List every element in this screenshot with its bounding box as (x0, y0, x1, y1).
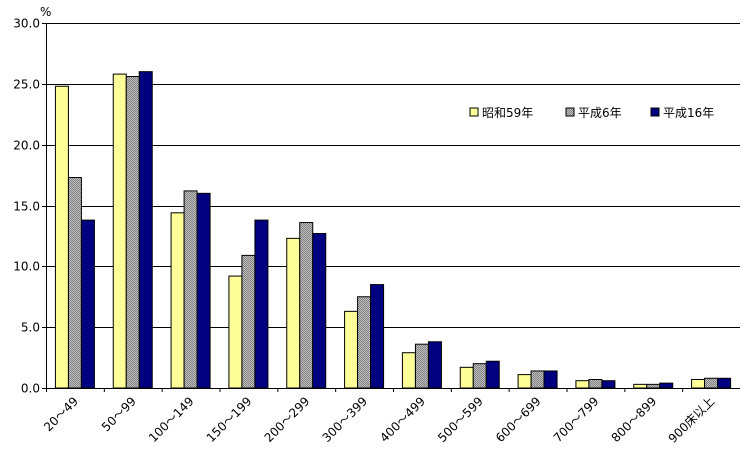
x-tick-label: 50～99 (99, 394, 139, 434)
y-tick-label: 30.0 (13, 17, 40, 31)
y-tick-label: 10.0 (13, 260, 40, 274)
bar-平成16年-300～399 (370, 284, 385, 389)
bar-昭和59年-20～49 (54, 85, 69, 389)
y-tick-label: 15.0 (13, 200, 40, 214)
x-tick-label: 600～699 (493, 394, 544, 445)
bar-昭和59年-300～399 (344, 310, 359, 389)
x-tick-label: 500～599 (435, 394, 486, 445)
y-tick-label: 25.0 (13, 78, 40, 92)
y-tick-label: 20.0 (13, 139, 40, 153)
x-tick-label: 400～499 (377, 394, 428, 445)
bar-平成6年-20～49 (67, 177, 82, 389)
bar-平成16年-20～49 (80, 219, 95, 389)
bar-平成6年-200～299 (299, 222, 314, 389)
bar-平成6年-50～99 (125, 76, 140, 389)
bar-平成6年-500～599 (472, 363, 487, 389)
bar-昭和59年-900床以上 (691, 378, 706, 389)
x-tick-label: 300～399 (319, 394, 370, 445)
bar-平成6年-700～799 (588, 378, 603, 389)
bar-平成16年-500～599 (485, 360, 500, 389)
bar-平成16年-700～799 (601, 380, 616, 389)
legend-label: 平成6年 (578, 106, 622, 120)
bar-昭和59年-150～199 (228, 275, 243, 389)
bar-平成16年-600～699 (543, 370, 558, 389)
bar-昭和59年-800～899 (633, 383, 648, 389)
bar-平成16年-50～99 (138, 71, 153, 389)
x-tick-label: 20～49 (41, 394, 81, 434)
bar-昭和59年-100～149 (170, 212, 185, 389)
bar-平成6年-150～199 (241, 254, 256, 389)
bar-平成6年-600～699 (530, 370, 545, 389)
x-tick-label: 200～299 (262, 394, 313, 445)
y-tick-label: 0.0 (21, 382, 40, 396)
bar-平成6年-800～899 (646, 383, 661, 389)
bar-平成6年-900床以上 (704, 377, 719, 389)
bar-昭和59年-200～299 (286, 237, 301, 389)
bar-平成6年-300～399 (357, 296, 372, 389)
bar-昭和59年-600～699 (517, 374, 532, 389)
bar-平成16年-400～499 (427, 341, 442, 389)
x-tick-label: 700～799 (551, 394, 602, 445)
bar-平成16年-200～299 (312, 232, 327, 389)
bar-平成16年-800～899 (659, 382, 674, 389)
bar-昭和59年-700～799 (575, 380, 590, 389)
legend-label: 昭和59年 (482, 106, 533, 120)
x-tick-label: 150～199 (204, 394, 255, 445)
x-tick-label: 800～899 (609, 394, 660, 445)
y-tick-label: 5.0 (21, 321, 40, 335)
bar-平成16年-100～149 (196, 192, 211, 389)
bar-昭和59年-50～99 (112, 73, 127, 389)
legend-swatch (469, 107, 479, 117)
bar-平成6年-100～149 (183, 190, 198, 389)
legend: 昭和59年 平成6年 平成16年 (469, 106, 714, 120)
bar-昭和59年-400～499 (401, 352, 416, 389)
legend-swatch (565, 107, 575, 117)
bar-平成6年-400～499 (414, 343, 429, 389)
x-tick-label: 900床以上 (666, 394, 718, 446)
x-tick-label: 100～149 (146, 394, 197, 445)
bar-昭和59年-500～599 (459, 366, 474, 389)
y-axis-unit: % (40, 5, 51, 19)
bar-平成16年-900床以上 (717, 377, 732, 389)
legend-label: 平成16年 (663, 106, 714, 120)
bar-平成16年-150～199 (254, 219, 269, 389)
legend-swatch (650, 107, 660, 117)
